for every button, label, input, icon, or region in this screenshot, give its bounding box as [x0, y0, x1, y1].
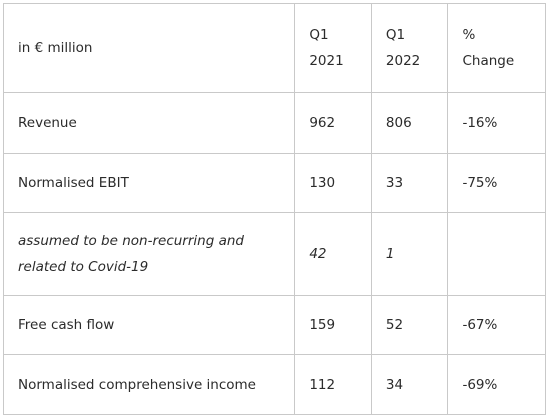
table-row: Normalised EBIT 130 33 -75%	[2, 153, 546, 213]
table-row: Revenue 962 806 -16%	[2, 92, 546, 154]
table-row: Normalised comprehensive income 112 34 -…	[2, 354, 546, 415]
header-q1-2022-line2: 2022	[385, 53, 421, 69]
q1-2022-value: 34	[370, 354, 449, 415]
row-label-cell: assumed to be non-recurring and related …	[2, 212, 296, 296]
q1-2022-value: 33	[370, 153, 449, 213]
q1-2022-value: 806	[370, 92, 449, 154]
q1-2021-value: 962	[294, 92, 372, 154]
change-value: -75%	[447, 153, 546, 213]
row-label-cell: Revenue	[2, 92, 296, 154]
header-q1-2021-line1: Q1	[309, 27, 329, 43]
header-label-cell: in € million	[2, 3, 296, 93]
row-label: Revenue	[18, 115, 77, 131]
financial-summary-table: in € million Q1 2021 Q1 2022 % Change Re…	[2, 3, 546, 415]
row-label-line2: related to Covid-19	[18, 259, 149, 275]
header-q1-2022-cell: Q1 2022	[370, 3, 449, 93]
row-label: Normalised EBIT	[18, 175, 129, 191]
header-change-line2: Change	[462, 53, 515, 69]
row-label-cell: Free cash flow	[2, 295, 296, 355]
row-label-line1: assumed to be non-recurring and	[18, 233, 244, 249]
q1-2021-value: 130	[294, 153, 372, 213]
row-label: Free cash flow	[18, 317, 115, 333]
table-row: assumed to be non-recurring and related …	[2, 212, 546, 296]
q1-2021-value: 112	[294, 354, 372, 415]
row-label: Normalised comprehensive income	[18, 376, 256, 393]
header-change-line1: %	[462, 27, 476, 43]
row-label-cell: Normalised comprehensive income	[2, 354, 296, 415]
table-row: Free cash flow 159 52 -67%	[2, 295, 546, 355]
header-q1-2022-line1: Q1	[385, 27, 406, 43]
row-label-cell: Normalised EBIT	[2, 153, 296, 213]
change-value	[447, 212, 546, 296]
q1-2022-value: 52	[370, 295, 449, 355]
change-value: -16%	[447, 92, 546, 154]
q1-2021-value: 159	[294, 295, 372, 355]
q1-2022-value: 1	[370, 212, 449, 296]
header-label: in € million	[18, 40, 93, 56]
header-q1-2021-line2: 2021	[309, 53, 344, 69]
header-change-cell: % Change	[447, 3, 546, 93]
table-header-row: in € million Q1 2021 Q1 2022 % Change	[2, 3, 546, 93]
change-value: -67%	[447, 295, 546, 355]
change-value: -69%	[447, 354, 546, 415]
q1-2021-value: 42	[294, 212, 372, 296]
financial-table-container: in € million Q1 2021 Q1 2022 % Change Re…	[2, 3, 546, 415]
header-q1-2021-cell: Q1 2021	[294, 3, 372, 93]
